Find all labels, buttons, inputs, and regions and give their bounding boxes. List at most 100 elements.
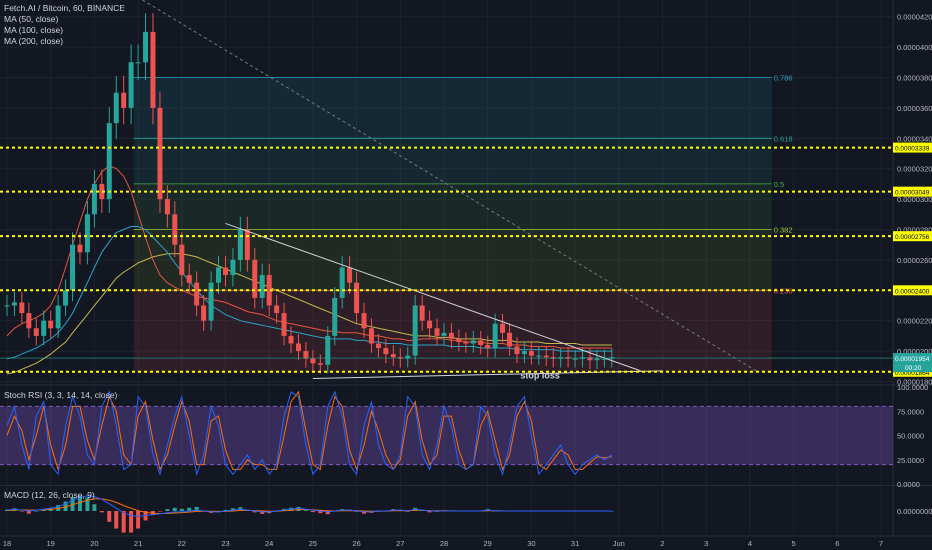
fib-level-label: 0.786 — [774, 74, 793, 83]
fib-zone — [133, 290, 772, 373]
candle-body — [375, 343, 381, 349]
symbol-legend: Fetch.AI / Bitcoin, 60, BINANCE MA (50, … — [4, 3, 125, 47]
macd-histogram-bar — [296, 506, 301, 511]
candle-body — [164, 199, 170, 215]
time-tick-label: 18 — [3, 539, 11, 548]
stoch-tick-label: 50.0000 — [897, 432, 924, 441]
level-tag — [893, 142, 932, 153]
candle-body — [514, 346, 520, 355]
macd-histogram-bar — [26, 511, 31, 514]
time-tick-label: 26 — [352, 539, 360, 548]
candle-body — [259, 275, 265, 298]
fib-zone — [133, 229, 772, 291]
level-tag-label: 0.00003049 — [895, 190, 930, 197]
macd-line — [6, 495, 612, 517]
candle-body — [601, 358, 607, 360]
candle-body — [332, 297, 338, 336]
macd-label[interactable]: MACD (12, 26, close, 9) — [4, 490, 95, 500]
fib-zone — [133, 138, 772, 184]
time-tick-label: 31 — [571, 539, 579, 548]
candle-body — [113, 92, 119, 124]
candle-body — [274, 305, 280, 314]
candle-body — [223, 267, 228, 276]
candle-body — [536, 355, 542, 357]
candle-body — [405, 355, 411, 359]
candle-body — [84, 214, 90, 253]
candle-body — [485, 345, 491, 349]
fib-level-label: 0.382 — [774, 225, 793, 234]
stoch-tick-label: 100.0000 — [897, 383, 928, 392]
candle-body — [186, 275, 192, 283]
macd-histogram-bar — [179, 508, 184, 511]
macd-histogram-bar — [99, 511, 104, 513]
ma200-legend[interactable]: MA (200, close) — [4, 36, 64, 46]
candle-body — [470, 340, 476, 344]
symbol-title[interactable]: Fetch.AI / Bitcoin, 60, BINANCE — [4, 3, 125, 13]
candle-body — [478, 340, 484, 346]
ma100-legend[interactable]: MA (100, close) — [4, 25, 64, 35]
macd-histogram-bar — [92, 504, 97, 511]
candle-body — [106, 123, 112, 200]
candle-body — [528, 351, 534, 356]
candle-body — [521, 351, 527, 355]
time-tick-label: 24 — [265, 539, 273, 548]
macd-histogram-bar — [114, 511, 119, 529]
macd-histogram-bar — [303, 510, 308, 511]
time-tick-label: 19 — [47, 539, 55, 548]
price-tag — [893, 353, 932, 364]
macd-histogram-bar — [63, 501, 68, 511]
time-tick-label: 25 — [309, 539, 317, 548]
time-tick-label: 28 — [440, 539, 448, 548]
candle-body — [390, 354, 396, 358]
time-tick-label: Jun — [613, 539, 625, 548]
candle-body — [419, 305, 425, 321]
macd-histogram-bar — [34, 511, 39, 512]
candle-body — [208, 282, 214, 321]
macd-histogram-bar — [136, 511, 141, 529]
candle-body — [216, 267, 222, 283]
stoch-rsi-label[interactable]: Stoch RSI (3, 3, 14, 14, close) — [4, 390, 118, 400]
macd-histogram-bar — [310, 511, 315, 513]
candle-body — [347, 267, 353, 283]
candle-body — [317, 363, 323, 365]
time-tick-label: 21 — [134, 539, 142, 548]
level-tag — [893, 285, 932, 296]
time-left-tag — [893, 363, 932, 373]
time-tick-label: 4 — [748, 539, 752, 548]
ma50-legend[interactable]: MA (50, close) — [4, 14, 59, 24]
macd-histogram-bar — [19, 511, 24, 512]
level-tag-label: 0.00002400 — [895, 288, 930, 295]
time-tick-label: 30 — [527, 539, 535, 548]
candle-body — [55, 305, 61, 329]
candle-body — [383, 348, 389, 355]
candle-body — [354, 282, 360, 314]
level-tag — [893, 231, 932, 242]
candle-body — [201, 305, 207, 321]
ma100-line — [6, 226, 612, 360]
candle-body — [4, 305, 10, 307]
macd-histogram-bar — [187, 507, 192, 511]
candle-body — [434, 328, 440, 336]
macd-histogram-bar — [223, 509, 228, 511]
stoch-tick-label: 0.0000 — [897, 480, 920, 489]
candle-body — [172, 214, 178, 245]
macd-histogram-bar — [121, 511, 126, 533]
candle-body — [19, 302, 25, 314]
candle-body — [310, 358, 316, 364]
time-tick-label: 3 — [704, 539, 708, 548]
candle-body — [325, 335, 331, 365]
candle-body — [361, 313, 367, 329]
candle-body — [594, 358, 600, 361]
price-tag-label: 0.00001954 — [895, 356, 930, 363]
candle-body — [507, 332, 513, 347]
candle-body — [303, 351, 309, 359]
candle-body — [288, 335, 294, 344]
